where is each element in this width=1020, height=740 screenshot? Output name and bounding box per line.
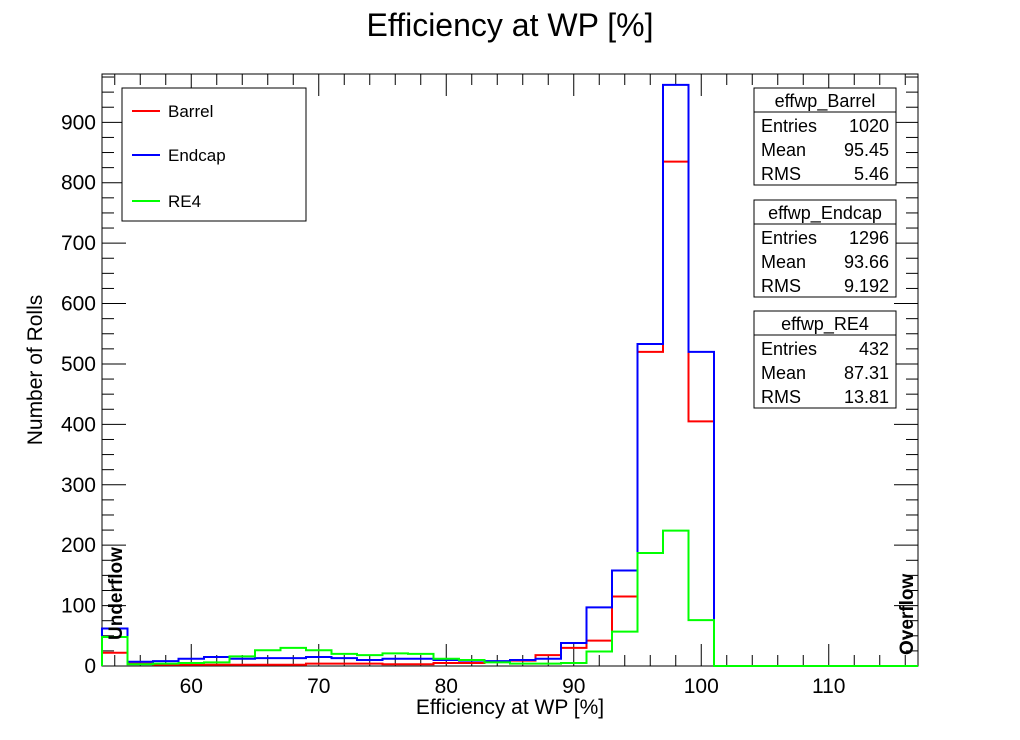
chart-title: Efficiency at WP [%]: [367, 7, 654, 43]
stats-row-label: Mean: [761, 363, 806, 383]
stats-title: effwp_Barrel: [775, 91, 876, 112]
stats-boxes: effwp_Barrel Entries 1020 Mean 95.45 RMS 5.46 e…: [753, 87, 897, 409]
stats-row-value: 5.46: [854, 164, 889, 184]
x-tick-label: 110: [812, 675, 845, 698]
stats-row-value: 13.81: [844, 387, 889, 407]
stats-row-value: 93.66: [844, 252, 889, 272]
legend: Barrel Endcap RE4: [121, 87, 307, 222]
x-tick-label: 80: [435, 675, 458, 698]
x-tick-label: 90: [562, 675, 585, 698]
legend-label: Barrel: [168, 102, 213, 121]
stats-title: effwp_Endcap: [768, 203, 882, 224]
y-tick-label: 300: [61, 474, 96, 497]
overflow-label: Overflow: [897, 573, 918, 655]
x-tick-label: 70: [307, 675, 330, 698]
stats-row-label: RMS: [761, 164, 801, 184]
legend-label: RE4: [168, 192, 201, 211]
legend-label: Endcap: [168, 146, 226, 165]
y-tick-label: 800: [61, 172, 96, 195]
stats-row-value: 95.45: [844, 140, 889, 160]
stats-box: [753, 87, 897, 186]
stats-row-label: RMS: [761, 387, 801, 407]
x-tick-label: 60: [180, 675, 203, 698]
stats-row-label: Entries: [761, 339, 817, 359]
stats-row-label: Mean: [761, 252, 806, 272]
stats-box: [753, 199, 897, 298]
stats-row-value: 1296: [849, 228, 889, 248]
y-tick-label: 900: [61, 111, 96, 134]
y-tick-label: 600: [61, 293, 96, 316]
stats-box: [753, 310, 897, 409]
y-tick-label: 400: [61, 413, 96, 436]
underflow-label: Underflow: [106, 547, 127, 640]
y-tick-label: 500: [61, 353, 96, 376]
series-group: [101, 83, 918, 667]
stats-row-value: 87.31: [844, 363, 889, 383]
histogram-re4: [101, 529, 918, 667]
y-axis-label: Number of Rolls: [24, 295, 47, 446]
stats-row-label: Entries: [761, 228, 817, 248]
x-tick-label: 100: [684, 675, 719, 698]
plot-frame: [101, 73, 919, 667]
stats-row-value: 432: [859, 339, 889, 359]
y-tick-label: 200: [61, 534, 96, 557]
stats-row-label: RMS: [761, 276, 801, 296]
stats-row-value: 9.192: [844, 276, 889, 296]
axes: 60 70 80 90 100 110 0 100 200 300 400 500 600 700 800 9…: [61, 74, 918, 698]
y-tick-label: 700: [61, 232, 96, 255]
y-tick-label: 0: [84, 655, 96, 678]
stats-row-label: Entries: [761, 116, 817, 136]
y-tick-label: 100: [61, 595, 96, 618]
x-axis-label: Efficiency at WP [%]: [416, 696, 604, 719]
stats-row-label: Mean: [761, 140, 806, 160]
stats-title: effwp_RE4: [781, 314, 869, 335]
stats-row-value: 1020: [849, 116, 889, 136]
